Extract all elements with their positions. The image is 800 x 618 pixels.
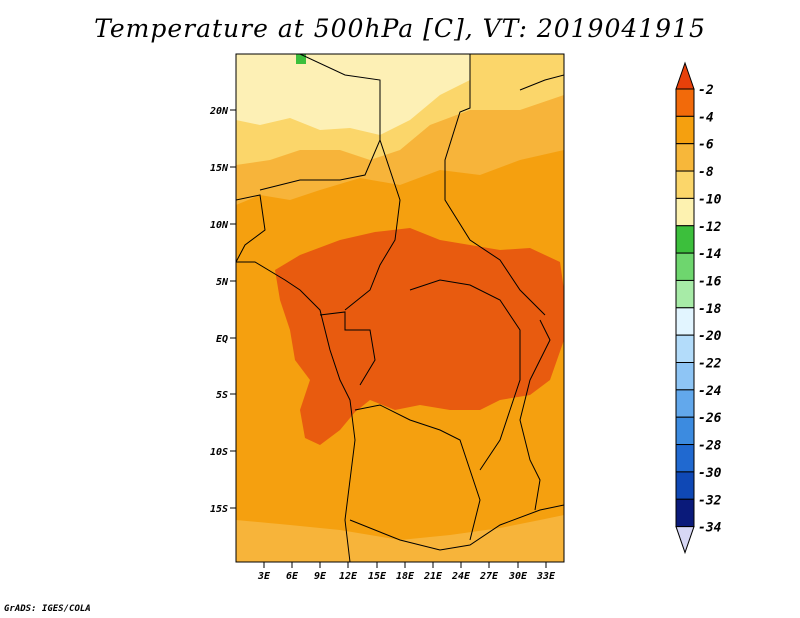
colorbar-label: -16 — [698, 274, 722, 289]
colorbar-label: -12 — [698, 220, 722, 235]
lon-label: 24E — [451, 571, 471, 582]
lon-label: 27E — [479, 571, 499, 582]
colorbar: -2 -4 -6 -8 -10 -12 -14 -16 -18 -20 -22 -24 -26 -28 -3… — [675, 61, 722, 555]
lat-label: 5S — [216, 390, 228, 401]
colorbar-label: -10 — [698, 192, 722, 207]
colorbar-label: -2 — [698, 83, 714, 98]
colorbar-label: -18 — [698, 302, 722, 317]
lat-label: EQ — [216, 334, 228, 345]
lat-label: 15S — [210, 504, 228, 515]
colorbar-label: -22 — [698, 357, 722, 372]
colorbar-box — [675, 471, 695, 500]
lon-label: 33E — [536, 571, 556, 582]
border-angola — [354, 404, 481, 541]
lat-label: 15N — [210, 163, 229, 174]
colorbar-box — [675, 170, 695, 199]
colorbar-box — [675, 197, 695, 227]
colorbar-box — [675, 444, 695, 473]
colorbar-bottom-arrow — [675, 526, 695, 555]
colorbar-box — [675, 498, 695, 528]
colorbar-label: -6 — [698, 138, 714, 153]
border-gabon — [319, 311, 376, 386]
colorbar-label: -8 — [698, 165, 714, 180]
colorbar-box — [675, 362, 695, 391]
lat-axis: 20N 15N 10N 5N EQ 5S 10S 15S — [209, 106, 236, 515]
colorbar-label: -14 — [698, 247, 722, 262]
colorbar-label: -32 — [698, 493, 722, 508]
lon-label: 9E — [314, 571, 327, 582]
border-lakes — [519, 319, 551, 511]
chart-title: Temperature at 500hPa [C], VT: 201904191… — [94, 14, 706, 43]
field-north-pale — [236, 54, 470, 135]
border-west-coast — [236, 261, 356, 562]
colorbar-label: -34 — [698, 521, 722, 536]
lon-label: 12E — [339, 571, 358, 582]
colorbar-label: -30 — [698, 466, 722, 481]
field-south-belt — [236, 515, 564, 562]
colorbar-label: -4 — [698, 110, 714, 125]
border-north — [259, 54, 381, 191]
colorbar-box — [675, 143, 695, 172]
country-borders — [236, 54, 564, 562]
border-congo — [409, 279, 521, 471]
lat-label: 10N — [210, 220, 229, 231]
field-warm-core — [275, 228, 564, 445]
field-green-patch — [296, 54, 306, 64]
border-sahel — [236, 194, 266, 263]
border-east — [444, 54, 546, 316]
colorbar-top-arrow — [675, 61, 695, 90]
border-central — [344, 139, 401, 311]
border-south — [349, 504, 564, 551]
lon-label: 30E — [508, 571, 528, 582]
colorbar-box — [675, 88, 695, 117]
temperature-field — [236, 54, 564, 562]
lon-label: 21E — [423, 571, 443, 582]
colorbar-box — [675, 279, 695, 309]
lat-label: 20N — [209, 106, 229, 117]
lon-label: 6E — [286, 571, 299, 582]
colorbar-label: -24 — [698, 384, 722, 399]
colorbar-box — [675, 252, 695, 281]
colorbar-box — [675, 416, 695, 446]
grads-credit: GrADS: IGES/COLA — [4, 604, 91, 614]
lon-label: 18E — [396, 571, 415, 582]
colorbar-label: -28 — [698, 439, 722, 454]
border-northeast — [519, 74, 564, 91]
colorbar-box — [675, 334, 695, 363]
colorbar-box — [675, 225, 695, 254]
map-frame — [235, 53, 565, 563]
colorbar-box — [675, 389, 695, 418]
field-northeast-pale — [470, 54, 564, 90]
colorbar-label: -20 — [698, 329, 722, 344]
lat-label: 5N — [216, 277, 229, 288]
lon-axis: 3E 6E 9E 12E 15E 18E 21E 24E 27E 30E 33E — [257, 562, 556, 582]
colorbar-box — [675, 307, 695, 336]
colorbar-label: -26 — [698, 411, 722, 426]
lon-label: 3E — [257, 571, 271, 582]
colorbar-box — [675, 115, 695, 145]
lat-label: 10S — [210, 447, 228, 458]
lon-label: 15E — [368, 571, 387, 582]
